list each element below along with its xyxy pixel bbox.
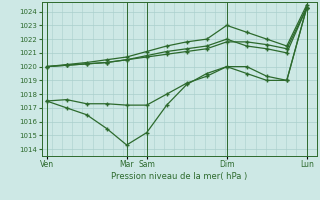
X-axis label: Pression niveau de la mer( hPa ): Pression niveau de la mer( hPa ) xyxy=(111,172,247,181)
